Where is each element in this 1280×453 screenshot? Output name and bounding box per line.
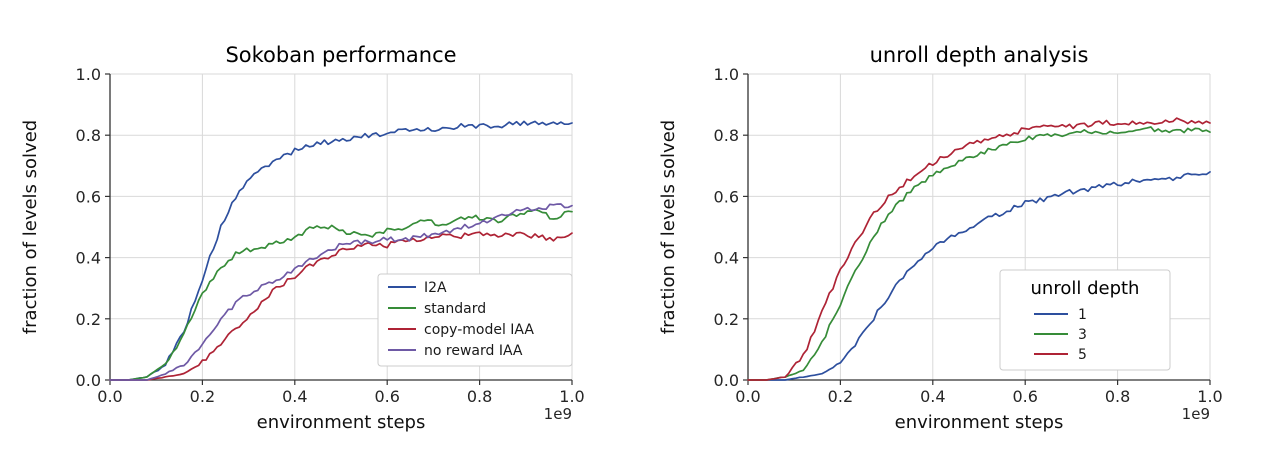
legend-label-i2a: I2A <box>424 280 447 296</box>
y-tick-label: 0.6 <box>76 187 101 206</box>
y-tick-label: 0.8 <box>714 126 739 145</box>
series-line-no-reward-iaa <box>109 203 573 381</box>
x-tick-label: 0.4 <box>920 387 945 406</box>
y-tick-label: 0.0 <box>714 371 739 390</box>
series-line-5 <box>747 117 1211 381</box>
series-line-1 <box>747 171 1211 381</box>
series-line-3 <box>747 126 1211 381</box>
legend-label-no-reward-iaa: no reward IAA <box>424 343 523 359</box>
legend-label-5: 5 <box>1078 347 1087 363</box>
x-tick-label: 0.2 <box>828 387 853 406</box>
x-axis-label: environment steps <box>257 412 426 433</box>
y-tick-label: 0.0 <box>76 371 101 390</box>
x-axis-offset-label: 1e9 <box>544 405 572 423</box>
y-tick-label: 0.6 <box>714 187 739 206</box>
x-axis-offset-label: 1e9 <box>1182 405 1210 423</box>
series-line-standard <box>109 208 573 381</box>
unroll-depth-analysis-plot: 0.00.00.20.20.40.40.60.60.80.81.01.01e9u… <box>658 43 1223 433</box>
x-tick-label: 1.0 <box>559 387 584 406</box>
legend-label-3: 3 <box>1078 327 1087 343</box>
y-tick-label: 0.2 <box>76 310 101 329</box>
chart-title: unroll depth analysis <box>870 43 1089 67</box>
sokoban-performance-plot: 0.00.00.20.20.40.40.60.60.80.81.01.01e9S… <box>20 43 585 433</box>
legend-box <box>999 269 1171 371</box>
chart-title: Sokoban performance <box>225 43 456 67</box>
x-tick-label: 0.4 <box>282 387 307 406</box>
y-axis-label: fraction of levels solved <box>658 120 679 334</box>
x-tick-label: 1.0 <box>1197 387 1222 406</box>
y-tick-label: 0.4 <box>714 249 739 268</box>
y-tick-label: 1.0 <box>76 65 101 84</box>
y-axis-label: fraction of levels solved <box>20 120 41 334</box>
x-tick-label: 0.8 <box>1105 387 1130 406</box>
sokoban-performance-figure: 0.0 0.0 0.2 0.2 0.4 0.4 0.6 0.6 0.8 0.8 1.0 1.0 1e9 S… <box>10 2 630 451</box>
legend-title: unroll depth <box>1031 278 1140 299</box>
x-tick-label: 0.2 <box>190 387 215 406</box>
x-axis-label: environment steps <box>895 412 1064 433</box>
x-tick-label: 0.6 <box>374 387 399 406</box>
legend-label-standard: standard <box>424 301 486 317</box>
x-tick-label: 0.0 <box>97 387 122 406</box>
y-tick-label: 0.2 <box>714 310 739 329</box>
unroll-depth-analysis-figure: 0.0 0.0 0.2 0.2 0.4 0.4 0.6 0.6 0.8 0.8 1.0 1.0 1e9 u… <box>648 2 1268 451</box>
x-tick-label: 0.8 <box>467 387 492 406</box>
series-line-copy-model-iaa <box>109 231 573 381</box>
y-tick-label: 1.0 <box>714 65 739 84</box>
x-tick-label: 0.6 <box>1012 387 1037 406</box>
legend-box <box>377 273 573 367</box>
legend-label-copy-model-iaa: copy-model IAA <box>424 322 534 338</box>
legend-label-1: 1 <box>1078 307 1087 323</box>
y-tick-label: 0.8 <box>76 126 101 145</box>
y-tick-label: 0.4 <box>76 249 101 268</box>
x-tick-label: 0.0 <box>735 387 760 406</box>
